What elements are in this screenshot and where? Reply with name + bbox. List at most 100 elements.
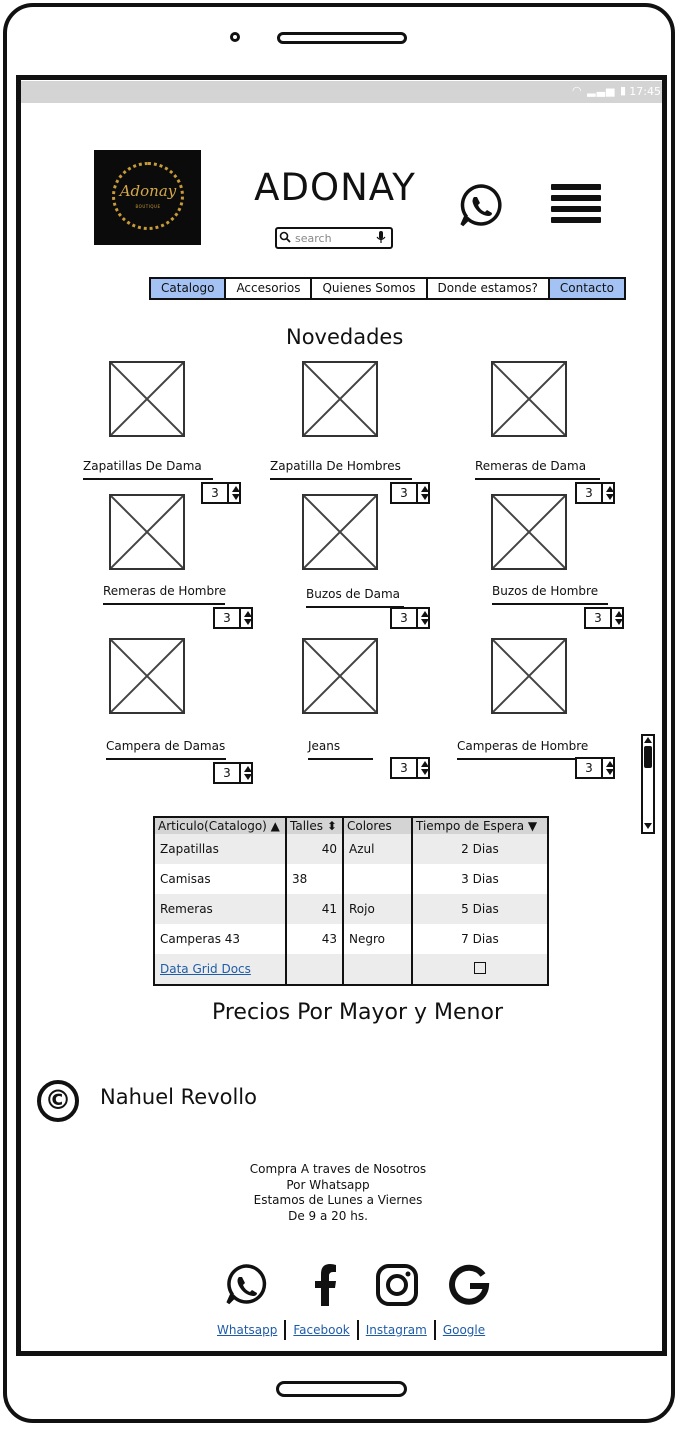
table-row[interactable]: Camisas 38 3 Dias <box>155 864 547 894</box>
quantity-stepper[interactable]: 3 <box>213 607 253 629</box>
label-underline <box>492 603 608 605</box>
stepper-arrows[interactable] <box>603 484 614 502</box>
stepper-arrows[interactable] <box>418 759 429 777</box>
table-cell: 2 Dias <box>412 834 547 864</box>
product-label[interactable]: Camperas de Hombre <box>457 739 589 753</box>
product-label[interactable]: Remeras de Dama <box>475 459 587 473</box>
footer-info: Compra A traves de Nosotros Por Whatsapp… <box>200 1162 476 1224</box>
home-button[interactable] <box>276 1381 407 1397</box>
status-time: 17:45 <box>629 85 661 98</box>
logo-wreath <box>112 162 184 230</box>
product-label[interactable]: Campera de Damas <box>106 739 226 753</box>
footer-line: Compra A traves de Nosotros <box>249 1162 427 1176</box>
quantity-stepper[interactable]: 3 <box>213 762 253 784</box>
column-header-colores[interactable]: Colores <box>343 818 413 834</box>
link-facebook[interactable]: Facebook <box>293 1323 350 1337</box>
tab-quienes-somos[interactable]: Quienes Somos <box>312 279 428 298</box>
data-grid: Articulo(Catalogo) ▲ Talles ⬍ Colores Ti… <box>153 816 549 986</box>
quantity-stepper[interactable]: 3 <box>390 757 430 779</box>
microphone-icon[interactable] <box>376 231 386 247</box>
stepper-arrows[interactable] <box>241 764 252 782</box>
logo-text: Adonay <box>119 182 177 200</box>
row-checkbox[interactable] <box>474 961 486 974</box>
quantity-stepper[interactable]: 3 <box>201 482 241 504</box>
whatsapp-icon[interactable] <box>458 183 504 233</box>
search-icon <box>279 231 291 247</box>
label-underline <box>270 478 412 480</box>
instagram-icon[interactable] <box>374 1262 420 1308</box>
product-image-placeholder[interactable] <box>491 494 567 570</box>
link-separator <box>433 1320 436 1340</box>
vertical-scrollbar[interactable] <box>641 734 655 834</box>
stepper-arrows[interactable] <box>418 609 429 627</box>
quantity-value: 3 <box>392 484 418 502</box>
column-header-articulo[interactable]: Articulo(Catalogo) ▲ <box>155 818 287 834</box>
footer-line: De 9 a 20 hs. <box>288 1208 368 1223</box>
scroll-up-arrow-icon[interactable] <box>644 737 652 743</box>
product-image-placeholder[interactable] <box>109 494 185 570</box>
link-instagram[interactable]: Instagram <box>365 1323 427 1337</box>
product-image-placeholder[interactable] <box>302 638 378 714</box>
quantity-stepper[interactable]: 3 <box>390 607 430 629</box>
product-label[interactable]: Zapatillas De Dama <box>83 459 202 473</box>
stepper-arrows[interactable] <box>612 609 623 627</box>
stepper-arrows[interactable] <box>603 759 614 777</box>
quantity-value: 3 <box>577 759 603 777</box>
search-box[interactable] <box>275 227 393 249</box>
table-row[interactable]: Camperas 43 43 Negro 7 Dias <box>155 924 547 954</box>
tab-contacto[interactable]: Contacto <box>549 279 624 298</box>
link-whatsapp[interactable]: Whatsapp <box>217 1323 278 1337</box>
footer-line: Estamos de Lunes a Viernes <box>253 1193 423 1208</box>
tab-donde-estamos[interactable]: Donde estamos? <box>427 279 550 298</box>
tab-accesorios[interactable]: Accesorios <box>226 279 313 298</box>
hamburger-menu-icon[interactable] <box>551 184 601 224</box>
wifi-icon: ◠ <box>572 84 583 97</box>
table-cell: 41 <box>286 894 344 924</box>
stepper-arrows[interactable] <box>241 609 252 627</box>
whatsapp-icon[interactable] <box>223 1262 269 1308</box>
product-label[interactable]: Buzos de Hombre <box>492 584 599 598</box>
label-underline <box>83 478 213 480</box>
product-image-placeholder[interactable] <box>302 494 378 570</box>
quantity-stepper[interactable]: 3 <box>584 607 624 629</box>
link-google[interactable]: Google <box>442 1323 486 1337</box>
product-label[interactable]: Jeans <box>308 739 341 753</box>
product-label[interactable]: Remeras de Hombre <box>103 584 227 598</box>
speaker-slot <box>277 32 407 44</box>
data-grid-docs-link[interactable]: Data Grid Docs <box>160 962 251 976</box>
link-separator <box>284 1320 287 1340</box>
precios-title: Precios Por Mayor y Menor <box>211 1000 504 1025</box>
label-underline <box>106 758 226 760</box>
product-image-placeholder[interactable] <box>491 638 567 714</box>
table-footer-row: Data Grid Docs <box>155 954 547 984</box>
google-icon[interactable] <box>446 1262 492 1308</box>
column-header-talles[interactable]: Talles ⬍ <box>286 818 344 834</box>
stepper-arrows[interactable] <box>418 484 429 502</box>
product-image-placeholder[interactable] <box>302 361 378 437</box>
quantity-stepper[interactable]: 3 <box>390 482 430 504</box>
product-image-placeholder[interactable] <box>109 361 185 437</box>
search-input[interactable]: search <box>295 232 332 245</box>
stepper-arrows[interactable] <box>229 484 240 502</box>
facebook-icon[interactable] <box>303 1262 349 1308</box>
product-label[interactable]: Zapatilla De Hombres <box>270 459 401 473</box>
scroll-down-arrow-icon[interactable] <box>644 823 652 829</box>
quantity-stepper[interactable]: 3 <box>575 757 615 779</box>
table-cell: 5 Dias <box>412 894 547 924</box>
table-cell: Remeras <box>155 894 287 924</box>
phone-frame <box>3 3 675 1423</box>
table-cell: 3 Dias <box>461 872 499 886</box>
label-underline <box>306 606 404 608</box>
table-row[interactable]: Zapatillas 40 Azul 2 Dias <box>155 834 547 864</box>
table-cell: 43 <box>286 924 344 954</box>
tab-catalogo[interactable]: Catalogo <box>151 279 227 298</box>
product-image-placeholder[interactable] <box>109 638 185 714</box>
column-header-tiempo[interactable]: Tiempo de Espera ▼ <box>412 818 547 834</box>
table-row[interactable]: Remeras 41 Rojo 5 Dias <box>155 894 547 924</box>
scrollbar-thumb[interactable] <box>644 746 652 768</box>
label-underline <box>457 758 595 760</box>
copyright-icon: © <box>37 1080 79 1122</box>
product-label[interactable]: Buzos de Dama <box>306 587 400 601</box>
quantity-stepper[interactable]: 3 <box>575 482 615 504</box>
product-image-placeholder[interactable] <box>491 361 567 437</box>
